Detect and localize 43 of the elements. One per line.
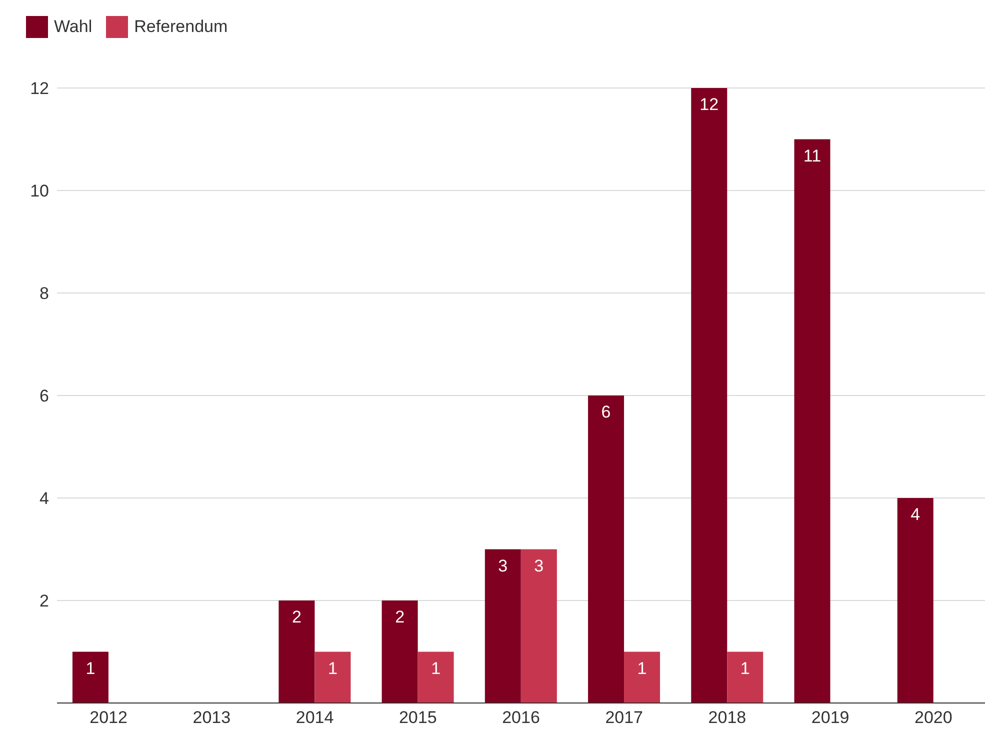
bar	[382, 600, 418, 703]
x-tick-label: 2014	[296, 708, 334, 728]
x-tick-label: 2019	[811, 708, 850, 728]
data-label: 1	[328, 658, 338, 678]
data-label: 11	[803, 146, 822, 166]
bar	[520, 549, 557, 703]
data-label: 2	[395, 608, 405, 627]
x-tick-label: 2013	[192, 708, 231, 728]
y-tick-label: 10	[30, 182, 49, 201]
bar	[691, 88, 728, 703]
bar	[418, 652, 454, 703]
x-tick-label: 2015	[398, 708, 437, 728]
bar	[484, 549, 521, 703]
x-tick-label: 2017	[605, 708, 644, 728]
data-label: 2	[292, 608, 302, 627]
data-label: 1	[637, 658, 647, 678]
bar	[794, 139, 830, 703]
data-label: 3	[534, 556, 544, 576]
data-label: 1	[740, 658, 750, 678]
legend-label: Wahl	[54, 17, 92, 37]
y-tick-label: 8	[40, 284, 49, 304]
y-tick-label: 2	[40, 592, 49, 611]
data-label: 12	[700, 95, 719, 114]
bar	[314, 652, 351, 703]
data-label: 1	[431, 658, 441, 678]
y-tick-label: 6	[40, 386, 49, 406]
bar	[727, 652, 764, 703]
y-tick-label: 12	[30, 79, 49, 98]
x-tick-label: 2012	[90, 708, 128, 728]
data-label: 6	[601, 402, 611, 422]
x-tick-label: 2018	[708, 708, 746, 728]
data-label: 4	[910, 505, 920, 524]
data-label: 1	[86, 658, 96, 678]
bar	[278, 600, 315, 703]
bar	[588, 396, 624, 703]
legend-label: Referendum	[134, 17, 228, 37]
bar	[72, 652, 108, 703]
x-tick-label: 2020	[914, 708, 952, 728]
x-tick-label: 2016	[502, 708, 540, 728]
y-tick-label: 4	[40, 489, 49, 508]
bar	[624, 652, 660, 703]
data-label: 3	[498, 556, 508, 576]
bar	[897, 498, 934, 703]
